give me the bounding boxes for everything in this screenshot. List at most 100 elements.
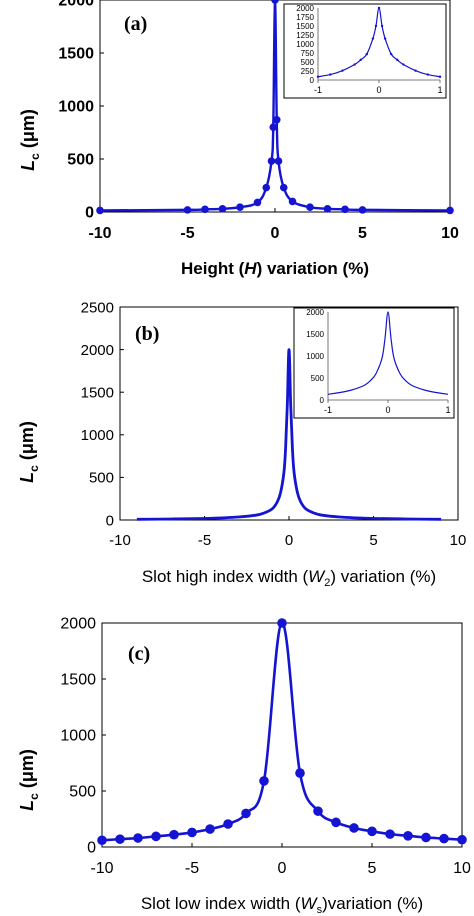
- series-line: [101, 621, 463, 842]
- inset-y-tick-label: 0: [320, 396, 325, 405]
- y-tick-label: 1000: [58, 99, 94, 116]
- data-point: [313, 806, 323, 816]
- inset-x-tick-label: 0: [385, 405, 390, 415]
- inset-frame: [293, 307, 455, 419]
- x-axis-label-variable: H: [244, 259, 257, 278]
- data-point: [253, 198, 262, 207]
- data-point: [97, 835, 107, 846]
- y-tick-label: 500: [67, 152, 94, 169]
- x-axis-label-text: )variation (%): [322, 894, 423, 913]
- y-tick-label: 0: [106, 512, 114, 529]
- data-point: [349, 823, 359, 833]
- data-point: [331, 817, 341, 828]
- inset-data-point: [359, 58, 362, 62]
- y-tick-label: 500: [89, 470, 114, 487]
- inset-data-point: [383, 37, 387, 40]
- inset-x-tick-label: -1: [324, 405, 332, 415]
- data-point: [262, 183, 271, 192]
- x-axis-label-subscript: s: [317, 904, 323, 916]
- y-tick-label: 2000: [81, 342, 114, 359]
- y-axis-label: Lc (μm): [17, 749, 41, 811]
- data-point: [358, 206, 367, 214]
- data-point: [236, 203, 244, 212]
- data-point: [403, 831, 413, 841]
- inset-series-line: [327, 311, 449, 395]
- data-point: [151, 831, 161, 842]
- y-axis-label-unit: (μm): [17, 749, 37, 793]
- x-axis-label: Slot high index width (W2) variation (%): [142, 567, 436, 589]
- inset-y-tick-label: 1750: [296, 13, 314, 22]
- x-tick-label: 0: [271, 225, 280, 242]
- data-point: [259, 776, 269, 786]
- inset-y-tick-label: 2000: [306, 308, 324, 317]
- data-point: [277, 618, 287, 628]
- x-tick-label: 0: [285, 532, 293, 549]
- x-axis-label-text: Slot high index width (: [142, 567, 309, 586]
- x-axis-label: Slot low index width (Ws)variation (%): [141, 894, 423, 916]
- inset-data-point: [353, 63, 356, 66]
- y-tick-label: 1500: [60, 672, 96, 689]
- inset-data-point: [402, 63, 405, 66]
- y-axis-label: Lc (μm): [17, 421, 41, 483]
- data-point: [205, 824, 215, 834]
- inset-y-tick-label: 1000: [296, 40, 314, 49]
- data-point: [288, 197, 297, 206]
- y-tick-label: 0: [87, 840, 96, 857]
- data-point: [169, 829, 179, 840]
- x-axis-label-text: ) variation (%): [330, 567, 436, 586]
- inset-y-tick-label: 2000: [296, 4, 314, 13]
- x-tick-label: -10: [88, 225, 111, 242]
- x-tick-label: 10: [450, 532, 467, 549]
- inset-x-tick-label: 1: [437, 85, 442, 95]
- inset-data-point: [414, 69, 417, 72]
- data-point: [341, 205, 349, 214]
- data-point: [115, 834, 125, 844]
- y-tick-label: 1000: [60, 728, 96, 745]
- data-point: [367, 826, 377, 837]
- panel-label: (c): [128, 643, 150, 665]
- data-point: [267, 157, 276, 165]
- inset-data-point: [438, 75, 442, 78]
- inset-y-tick-label: 0: [310, 76, 315, 85]
- data-point: [385, 829, 395, 839]
- inset-data-point: [371, 37, 375, 40]
- x-tick-label: 5: [368, 860, 377, 877]
- inset-y-tick-label: 1500: [306, 330, 324, 339]
- inset-y-tick-label: 250: [301, 67, 315, 76]
- panel-label: (a): [124, 13, 147, 35]
- inset-y-tick-label: 1250: [296, 31, 314, 40]
- x-tick-label: -10: [90, 860, 113, 877]
- y-tick-label: 2500: [81, 299, 114, 316]
- y-tick-label: 1000: [81, 427, 114, 444]
- inset-y-tick-label: 750: [301, 49, 315, 58]
- inset-data-point: [396, 58, 399, 62]
- y-tick-label: 1500: [58, 46, 94, 63]
- inset-data-point: [380, 24, 384, 28]
- data-point: [183, 206, 192, 214]
- x-axis-label-text: Slot low index width (: [141, 894, 301, 913]
- y-axis-label-variable: L: [18, 160, 38, 171]
- x-tick-label: -5: [185, 860, 199, 877]
- y-axis-label-subscript: c: [27, 465, 41, 472]
- data-point: [274, 157, 283, 165]
- y-axis-label-subscript: c: [27, 793, 41, 800]
- inset-y-tick-label: 500: [311, 374, 325, 383]
- y-axis-label-variable: L: [17, 472, 37, 483]
- y-axis-label-unit: (μm): [18, 109, 38, 153]
- inset-x-tick-label: 1: [445, 405, 450, 415]
- y-tick-label: 500: [69, 784, 96, 801]
- data-point: [439, 833, 449, 844]
- inset-y-tick-label: 500: [301, 58, 315, 67]
- y-axis-label-subscript: c: [28, 153, 42, 160]
- inset-y-tick-label: 1500: [296, 22, 314, 31]
- x-axis-label-variable: W: [308, 567, 326, 586]
- inset-data-point: [316, 75, 320, 78]
- panel-label: (b): [135, 323, 159, 345]
- data-point: [269, 123, 278, 131]
- inset-data-point: [377, 6, 381, 10]
- y-axis-label-variable: L: [17, 800, 37, 811]
- data-point: [218, 205, 227, 213]
